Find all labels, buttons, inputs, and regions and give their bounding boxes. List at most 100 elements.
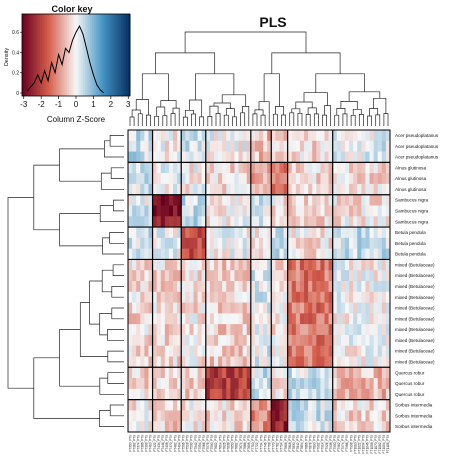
- heatmap-cell: [324, 205, 329, 217]
- heatmap-cell: [218, 334, 223, 347]
- heatmap-cell: [218, 194, 223, 206]
- heatmap-cell: [361, 173, 366, 185]
- heatmap-cell: [136, 410, 141, 422]
- heatmap-cell: [213, 216, 219, 228]
- heatmap-cell: [316, 140, 321, 152]
- heatmap-cell: [189, 313, 194, 325]
- column-label: FT578_P79: [206, 435, 210, 452]
- heatmap-cell: [328, 410, 333, 422]
- heatmap-cell: [148, 151, 153, 163]
- heatmap-cell: [283, 324, 288, 336]
- heatmap-cell: [164, 227, 170, 239]
- heatmap-cell: [213, 227, 219, 239]
- heatmap-cell: [193, 162, 198, 174]
- heatmap-cell: [185, 151, 190, 163]
- heatmap-cell: [193, 291, 198, 303]
- heatmap-cell: [222, 367, 227, 379]
- heatmap-cell: [230, 248, 235, 260]
- heatmap-cell: [148, 183, 153, 196]
- heatmap-cell: [254, 183, 260, 196]
- heatmap-cell: [328, 130, 333, 142]
- heatmap-cell: [181, 140, 186, 152]
- heatmap-cell: [365, 162, 370, 174]
- row-label: mixed (Betulaceae): [395, 316, 435, 321]
- heatmap-cell: [340, 227, 346, 239]
- heatmap-cell: [222, 216, 227, 228]
- heatmap-cell: [349, 356, 354, 368]
- heatmap-cell: [254, 205, 260, 217]
- heatmap-cell: [275, 388, 280, 400]
- heatmap-cell: [295, 227, 301, 239]
- heatmap-cell: [312, 259, 317, 271]
- heatmap-cell: [299, 302, 305, 314]
- heatmap-cell: [148, 227, 153, 239]
- heatmap-cell: [226, 237, 231, 249]
- color-key-x-tick-label: 3: [126, 100, 131, 109]
- column-dendrogram-branch: [272, 113, 278, 126]
- heatmap-cell: [201, 183, 207, 196]
- heatmap-cell: [373, 356, 379, 368]
- heatmap-cell: [332, 270, 338, 282]
- heatmap-cell: [377, 183, 383, 196]
- heatmap-cell: [230, 378, 235, 390]
- heatmap-cell: [128, 291, 133, 303]
- heatmap-cell: [291, 399, 297, 411]
- heatmap-cell: [365, 313, 370, 325]
- heatmap-cell: [320, 194, 325, 206]
- heatmap-cell: [128, 194, 133, 206]
- column-label: FT1094_P79: [382, 435, 386, 454]
- heatmap-cell: [373, 183, 379, 196]
- heatmap-cell: [299, 130, 305, 142]
- heatmap-cell: [152, 237, 157, 249]
- heatmap-cell: [316, 291, 321, 303]
- heatmap-cell: [373, 151, 379, 163]
- heatmap-cell: [173, 313, 178, 325]
- heatmap-cell: [226, 173, 231, 185]
- heatmap-cell: [140, 270, 145, 282]
- heatmap-cell: [156, 130, 162, 142]
- heatmap-cell: [128, 345, 133, 357]
- heatmap-cell: [234, 259, 239, 271]
- heatmap-cell: [271, 183, 276, 196]
- heatmap-cell: [287, 248, 293, 260]
- heatmap-cell: [250, 205, 256, 217]
- heatmap-cell: [181, 162, 186, 174]
- heatmap-cell: [197, 356, 202, 368]
- heatmap-cell: [132, 302, 137, 314]
- heatmap-cell: [218, 345, 223, 357]
- heatmap-cell: [230, 345, 235, 357]
- row-dendrogram-branch: [59, 329, 100, 387]
- heatmap-cell: [287, 345, 293, 357]
- heatmap-cell: [353, 291, 358, 303]
- heatmap-cell: [381, 399, 387, 411]
- heatmap-cell: [271, 399, 276, 411]
- heatmap-cell: [267, 259, 272, 271]
- heatmap-cell: [132, 216, 137, 228]
- heatmap-cell: [324, 237, 329, 249]
- heatmap-cell: [365, 324, 370, 336]
- heatmap-cell: [136, 216, 141, 228]
- heatmap-cell: [373, 194, 379, 206]
- heatmap-cell: [148, 367, 153, 379]
- heatmap-cell: [369, 313, 374, 325]
- heatmap-cell: [209, 205, 215, 217]
- heatmap-cell: [168, 173, 174, 185]
- heatmap-cell: [349, 216, 354, 228]
- heatmap-cell: [377, 378, 383, 390]
- heatmap-cell: [316, 248, 321, 260]
- heatmap-cell: [353, 183, 358, 196]
- heatmap-cell: [144, 334, 149, 347]
- heatmap-cell: [361, 378, 366, 390]
- heatmap-cell: [173, 291, 178, 303]
- heatmap-cell: [353, 313, 358, 325]
- heatmap-cell: [148, 378, 153, 390]
- heatmap-cell: [132, 378, 137, 390]
- heatmap-cell: [254, 302, 260, 314]
- heatmap-cell: [304, 237, 309, 249]
- row-label: Alnus glutinosa: [395, 176, 427, 181]
- heatmap-cell: [156, 281, 162, 293]
- heatmap-cell: [295, 388, 301, 400]
- heatmap-cell: [164, 270, 170, 282]
- heatmap-cell: [209, 130, 215, 142]
- color-key-strip: [124, 14, 127, 96]
